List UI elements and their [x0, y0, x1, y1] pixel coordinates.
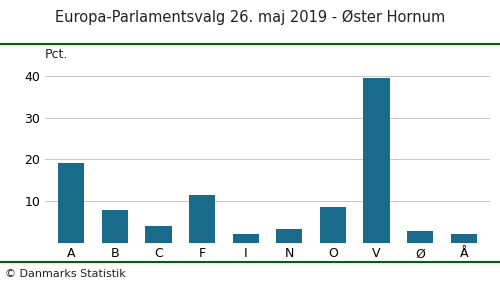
- Bar: [320, 207, 346, 243]
- Bar: [58, 164, 84, 243]
- Bar: [450, 234, 477, 243]
- Bar: [102, 210, 128, 243]
- Bar: [276, 229, 302, 243]
- Text: Pct.: Pct.: [45, 48, 68, 61]
- Bar: [146, 226, 172, 243]
- Text: © Danmarks Statistik: © Danmarks Statistik: [5, 269, 126, 279]
- Bar: [364, 78, 390, 243]
- Bar: [189, 195, 215, 243]
- Bar: [407, 231, 434, 243]
- Bar: [232, 234, 259, 243]
- Text: Europa-Parlamentsvalg 26. maj 2019 - Øster Hornum: Europa-Parlamentsvalg 26. maj 2019 - Øst…: [55, 10, 445, 25]
